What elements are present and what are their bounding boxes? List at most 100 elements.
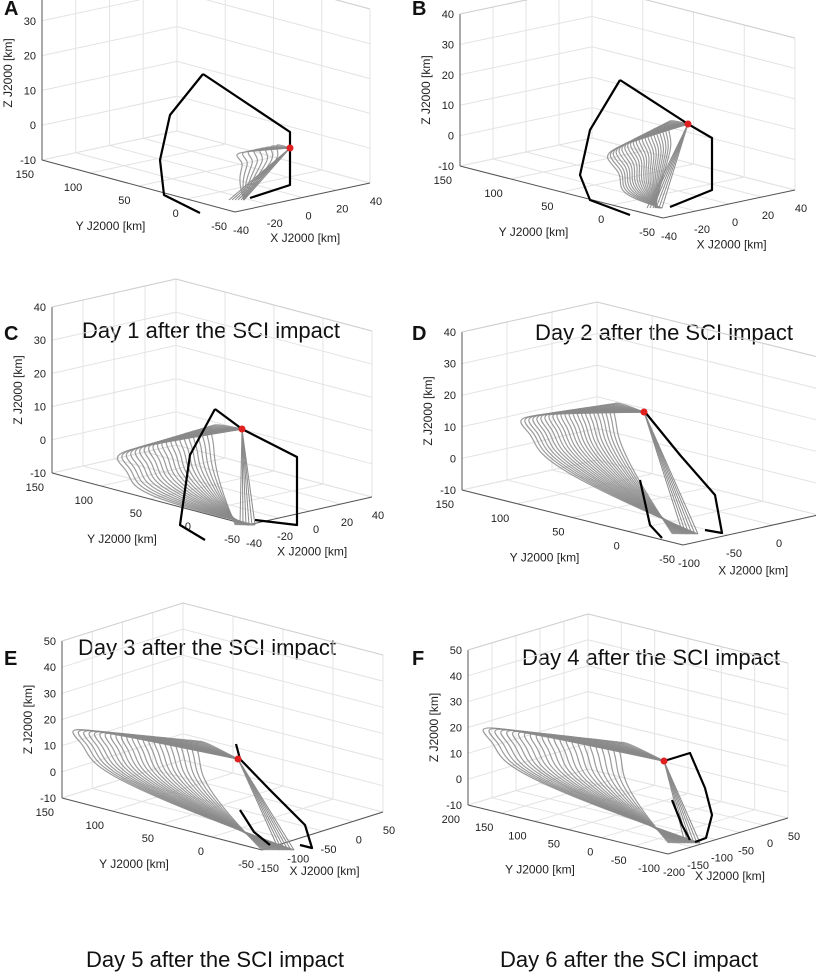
- grid-line: [601, 801, 722, 839]
- y-tick-label: 0: [173, 208, 179, 220]
- z-tick-label: 0: [40, 435, 46, 447]
- debris-shell-curve: [147, 736, 275, 851]
- y-tick-label: 150: [434, 175, 452, 187]
- x-tick-label: 50: [383, 825, 395, 837]
- x-tick-label: -20: [267, 218, 283, 230]
- grid-line: [61, 759, 384, 813]
- boundary-trajectory: [638, 479, 663, 539]
- grid-line: [459, 107, 796, 161]
- z-axis-label: Z J2000 [km]: [419, 55, 433, 124]
- y-tick-label: 150: [475, 822, 493, 834]
- boundary-trajectory: [578, 79, 631, 217]
- axis-line: [467, 804, 789, 855]
- grid-line: [41, 95, 371, 149]
- panel-c: C -40 -20 0 20 40 -50 0 50 100 150 -10 0 10 20 30 40 X J…: [0, 278, 408, 660]
- debris-shell-curve: [136, 735, 278, 851]
- debris-shell-curve: [153, 736, 274, 851]
- debris-shell-curve: [196, 740, 263, 851]
- z-tick-label: 10: [44, 741, 56, 753]
- debris-shell-curve: [243, 147, 291, 201]
- y-tick-label: 0: [198, 846, 204, 858]
- x-tick-label: 0: [767, 838, 773, 850]
- y-axis-label: Y J2000 [km]: [99, 857, 169, 871]
- x-tick-label: 20: [341, 517, 353, 529]
- grid-line: [41, 60, 371, 114]
- grid-line: [461, 364, 816, 421]
- z-tick-label: 0: [450, 453, 456, 465]
- panel-a: A -40 -20 0 20 40 -50 0 50 100 150 -10 0 10 20 30 40 X J…: [0, 0, 408, 343]
- debris-shell-curve: [570, 736, 680, 844]
- debris-shell-curve: [559, 735, 683, 844]
- debris-shell-curve: [169, 738, 270, 851]
- grid-line: [459, 76, 796, 130]
- caption: Day 3 after the SCI impact: [78, 635, 336, 660]
- grid-line: [41, 26, 371, 80]
- debris-shell-curve: [576, 407, 683, 535]
- debris-shell-curve: [205, 425, 243, 526]
- debris-shell-curve: [600, 739, 673, 844]
- debris-shell-curve: [529, 732, 690, 844]
- x-tick-label: 20: [762, 210, 774, 222]
- y-tick-label: -50: [639, 227, 655, 239]
- grid-line: [41, 0, 371, 45]
- z-axis-label: Z J2000 [km]: [11, 355, 25, 424]
- debris-shell-curve: [116, 428, 256, 526]
- y-tick-label: -50: [238, 859, 254, 871]
- grid-line: [612, 176, 745, 206]
- x-axis-label: X J2000 [km]: [270, 231, 340, 245]
- debris-shell-curve: [556, 409, 689, 535]
- x-tick-label: 0: [305, 211, 311, 223]
- debris-shell-curve: [236, 147, 291, 201]
- z-tick-label: -10: [20, 155, 36, 167]
- debris-shell-curve: [535, 733, 688, 844]
- grid-line: [461, 396, 816, 452]
- z-tick-label: -10: [40, 793, 56, 805]
- panel-label: D: [412, 323, 427, 345]
- panel-label: B: [412, 0, 427, 20]
- debris-shell-curve: [104, 732, 286, 851]
- debris-shell-curve: [179, 428, 243, 526]
- axis-line: [61, 797, 384, 851]
- grid-line: [459, 15, 796, 69]
- debris-shell-curve: [126, 734, 281, 851]
- debris-shell-curve: [243, 147, 291, 201]
- boundary-trajectory: [663, 751, 714, 844]
- x-tick-label: 0: [776, 538, 782, 550]
- x-tick-label: -100: [711, 853, 733, 865]
- y-tick-label: -50: [224, 534, 240, 546]
- debris-shell-curve: [552, 410, 690, 535]
- x-tick-label: -200: [663, 867, 685, 879]
- x-tick-label: 0: [356, 835, 362, 847]
- y-tick-label: 150: [26, 482, 44, 494]
- debris-shell-curve: [584, 406, 681, 535]
- debris-shell-curve: [520, 411, 699, 535]
- box-edge: [61, 602, 384, 656]
- box-edge: [459, 0, 796, 39]
- z-axis-label: Z J2000 [km]: [421, 376, 435, 445]
- z-tick-label: 40: [34, 302, 46, 314]
- z-tick-label: 30: [444, 359, 456, 371]
- z-tick-label: 40: [44, 662, 56, 674]
- z-tick-label: 20: [24, 51, 36, 63]
- plot-e: -150-100-50050-50050100150-1001020304050…: [21, 602, 395, 878]
- x-tick-label: -50: [726, 548, 742, 560]
- y-tick-label: 150: [16, 169, 34, 181]
- caption: Day 1 after the SCI impact: [82, 318, 340, 343]
- box-edge: [461, 301, 816, 358]
- grid-line: [161, 785, 284, 825]
- x-tick-label: -150: [687, 860, 709, 872]
- debris-shell-curve: [588, 738, 676, 844]
- debris-shell-curve: [565, 736, 682, 844]
- debris-shell-curve: [553, 734, 684, 844]
- panel-label: F: [412, 648, 425, 670]
- boundary-trajectory: [619, 79, 714, 209]
- debris-shell-curve: [523, 731, 691, 844]
- x-tick-label: 40: [372, 510, 384, 522]
- z-tick-label: 30: [44, 688, 56, 700]
- y-tick-label: 50: [552, 527, 564, 539]
- y-tick-label: 100: [508, 830, 526, 842]
- caption: Day 2 after the SCI impact: [535, 320, 793, 345]
- axis-line: [461, 489, 816, 546]
- debris-shell-curve: [548, 410, 691, 535]
- z-tick-label: 10: [34, 402, 46, 414]
